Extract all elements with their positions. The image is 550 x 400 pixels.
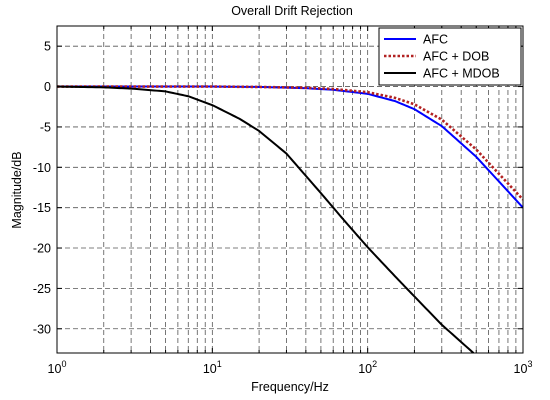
y-tick-label: -15 (33, 201, 51, 215)
legend-label: AFC + MDOB (423, 67, 500, 81)
plot-frame (56, 25, 524, 354)
y-tick-label: -10 (33, 161, 51, 175)
legend: AFC AFC + DOB AFC + MDOB (378, 27, 522, 86)
series-line-1 (57, 85, 523, 201)
chart-title: Overall Drift Rejection (231, 4, 353, 18)
y-tick-label: -20 (33, 242, 51, 256)
y-tick-label: 0 (44, 80, 51, 94)
legend-label: AFC (423, 33, 448, 47)
y-tick-label: 5 (44, 40, 51, 54)
y-tick-label: -25 (33, 282, 51, 296)
grid (57, 26, 523, 353)
y-tick-label: -5 (40, 120, 51, 134)
x-axis-label: Frequency/Hz (251, 380, 329, 394)
legend-label: AFC + DOB (423, 50, 489, 64)
series-line-2 (57, 85, 475, 353)
y-axis-label: Magnitude/dB (10, 151, 24, 228)
y-tick-label: -30 (33, 322, 51, 336)
y-tick-labels: 5 0 -5 -10 -15 -20 -25 -30 (33, 40, 51, 337)
plot-lines (57, 85, 523, 353)
